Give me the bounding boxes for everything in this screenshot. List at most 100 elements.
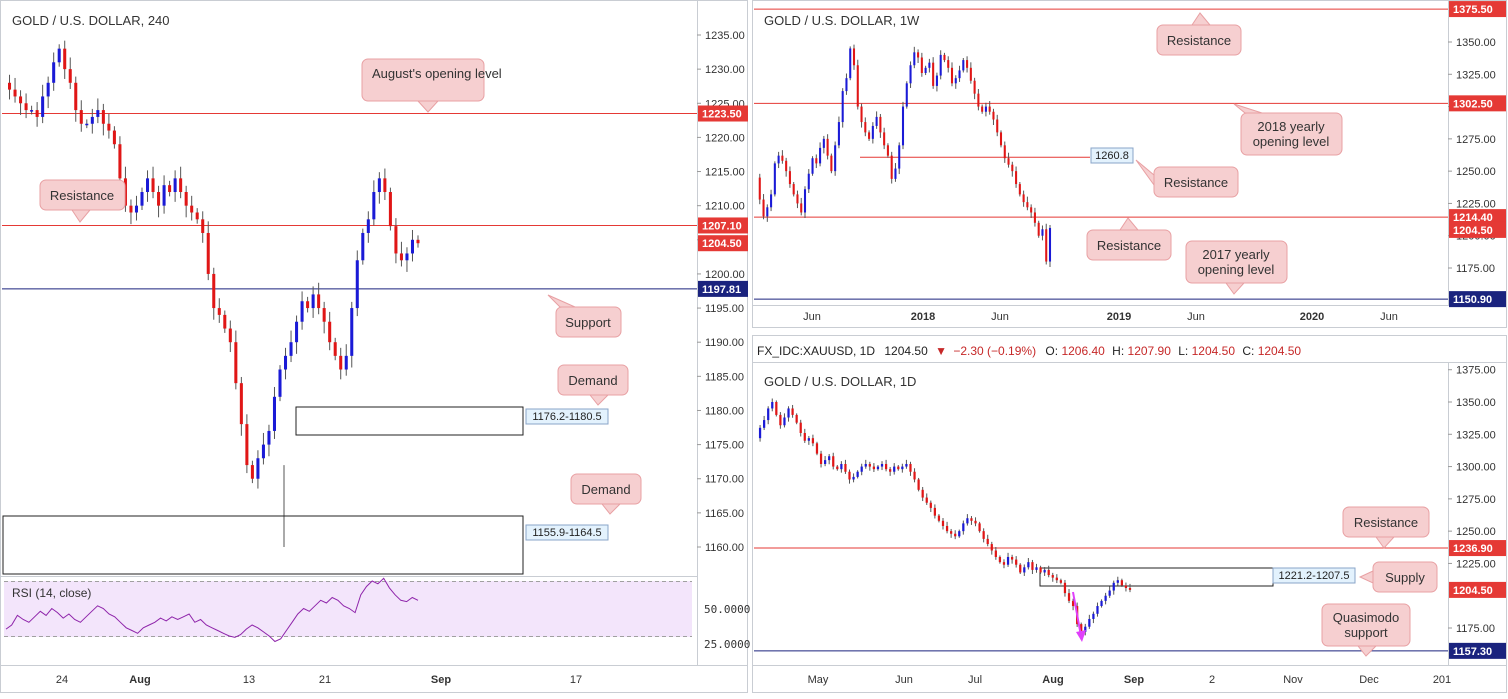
y-tick-label: 1215.00 — [705, 167, 745, 179]
candle-body — [929, 502, 932, 508]
price-tag-label: 1207.10 — [702, 220, 742, 232]
candle-body — [1031, 562, 1034, 570]
callout-quasimodo-line2: support — [1344, 625, 1388, 640]
price-tag-label: 1204.50 — [702, 238, 742, 250]
zone-label-upper: 1176.2-1180.5 — [532, 411, 601, 423]
candle-body — [52, 62, 56, 83]
price-tag-label: 1197.81 — [702, 284, 741, 296]
y-tick-label: 1175.00 — [1456, 263, 1495, 275]
price-tag — [1449, 209, 1506, 226]
magenta-arrow-line — [1072, 591, 1082, 637]
candle-body — [856, 471, 859, 477]
candle-body — [883, 132, 886, 146]
y-tick-label: 1210.00 — [705, 201, 745, 213]
price-tag-label: 1214.40 — [1453, 212, 1493, 224]
x-tick-label: 2019 — [1107, 311, 1131, 323]
candle-body — [791, 408, 794, 415]
candle-body — [893, 466, 896, 472]
candle-body — [920, 57, 923, 73]
candle-body — [947, 60, 950, 68]
candle-body — [981, 106, 984, 112]
rsi-tick-25: 25.0000 — [704, 638, 750, 651]
candle-body — [1092, 613, 1095, 619]
candle-body — [819, 147, 822, 164]
candle-body — [917, 479, 920, 490]
svg-text:Resistance: Resistance — [1354, 515, 1418, 530]
x-tick-label: Dec — [1359, 674, 1379, 686]
candle-body — [787, 408, 790, 418]
candle-body — [157, 192, 161, 206]
candle-body — [74, 82, 78, 111]
y-tick-label: 1200.00 — [705, 269, 745, 281]
candle-body — [272, 396, 276, 431]
daily-header-arrow-icon: ▼ — [935, 344, 947, 358]
candle-body — [758, 427, 762, 439]
candle-body — [206, 232, 210, 274]
demand-zone-lower — [2, 515, 524, 575]
candle-body — [1007, 158, 1010, 165]
candle-body — [815, 158, 818, 164]
candle-body — [1030, 207, 1033, 213]
candle-body — [1003, 145, 1006, 159]
x-tick-label: 13 — [243, 674, 255, 686]
candle-body — [834, 145, 837, 172]
candle-body — [917, 52, 920, 58]
candle-body — [57, 48, 61, 63]
x-tick-label: Jul — [968, 674, 982, 686]
y-tick-label: 1195.00 — [705, 303, 744, 315]
candle-body — [1035, 567, 1038, 570]
x-axis-weekly: Jun 2018 Jun 2019 Jun 2020 Jun — [803, 311, 1398, 323]
candle-body — [1067, 593, 1071, 601]
candles-weekly — [758, 44, 1052, 268]
candle-body — [785, 160, 788, 172]
candle-body — [852, 476, 855, 480]
candle-body — [795, 414, 798, 423]
callout-2018-line2: opening level — [1253, 134, 1330, 149]
candle-body — [876, 466, 880, 470]
level-label-box-1260 — [1090, 147, 1134, 164]
candle-body — [1027, 562, 1030, 568]
candle-body — [932, 62, 935, 86]
y-tick-label: 1175.00 — [705, 440, 744, 452]
candle-body — [322, 308, 326, 322]
callout-2017-line1: 2017 yearly — [1202, 247, 1270, 262]
candle-body — [250, 465, 254, 479]
candle-body — [783, 417, 786, 426]
candle-body — [1015, 171, 1018, 185]
candle-body — [973, 80, 976, 94]
candle-body — [924, 67, 927, 73]
price-tag — [698, 105, 748, 122]
rsi-band — [4, 581, 692, 637]
candle-body — [179, 178, 183, 193]
callout-resistance-mid: Resistance — [1135, 159, 1239, 198]
candle-body — [1080, 624, 1083, 632]
zone-label-box-supply — [1272, 567, 1356, 584]
candle-body — [860, 466, 863, 472]
candle-body — [815, 443, 819, 454]
candle-body — [775, 402, 778, 415]
candle-body — [405, 253, 409, 261]
candle-body — [982, 531, 985, 539]
daily-header-price: 1204.50 — [884, 344, 928, 358]
candle-body — [19, 96, 23, 104]
daily-header-open: 1206.40 — [1061, 344, 1105, 358]
candle-body — [1116, 580, 1119, 583]
candle-body — [763, 420, 766, 428]
x-tick-label: Jun — [991, 311, 1009, 323]
candle-body — [151, 178, 155, 193]
candle-body — [826, 138, 829, 156]
candle-body — [781, 155, 784, 161]
candle-body — [394, 226, 398, 254]
candle-body — [184, 192, 188, 206]
candle-body — [1104, 595, 1107, 601]
svg-text:Resistance: Resistance — [1164, 175, 1228, 190]
candle-body — [68, 69, 72, 83]
candle-body — [1041, 229, 1044, 236]
daily-header: FX_IDC:XAUUSD, 1D 1204.50 ▼ −2.30 (−0.19… — [757, 344, 1301, 358]
y-tick-label: 1225.00 — [1456, 198, 1496, 210]
candle-body — [970, 518, 973, 521]
x-tick-label: Jun — [895, 674, 913, 686]
callout-resistance-top: Resistance — [1156, 12, 1242, 56]
y-tick-label: 1160.00 — [705, 542, 744, 554]
candle-body — [966, 60, 969, 68]
